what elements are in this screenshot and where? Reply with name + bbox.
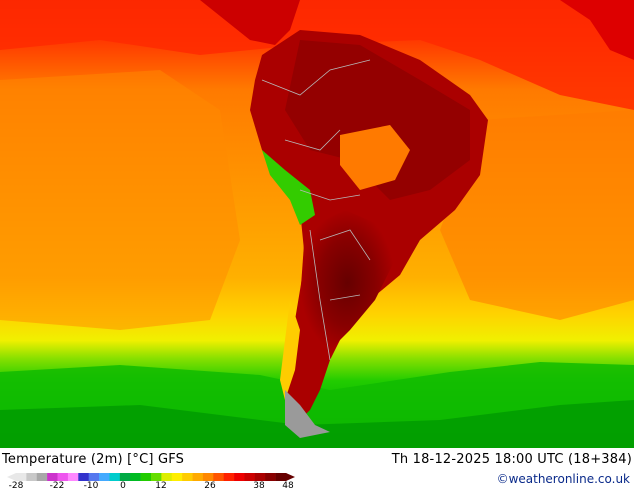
- legend-swatch: [151, 473, 162, 481]
- legend-swatch: [161, 473, 173, 481]
- north-red-band: [0, 0, 634, 110]
- warm-east-pacific: [0, 70, 240, 330]
- legend-tick-label: 26: [204, 481, 216, 491]
- legend-swatch: [99, 473, 110, 481]
- legend-swatch: [57, 473, 69, 481]
- legend-swatch: [140, 473, 152, 481]
- legend-tick-label: 12: [155, 481, 167, 491]
- credit-link[interactable]: ©weatheronline.co.uk: [496, 472, 630, 486]
- legend-tick-label: -28: [8, 481, 24, 491]
- legend-swatch: [67, 473, 79, 481]
- south-dark-green: [0, 400, 634, 448]
- map-title: Temperature (2m) [°C] GFS: [2, 452, 185, 467]
- color-legend: [7, 473, 295, 481]
- legend-swatch: [182, 473, 193, 481]
- legend-swatch: [254, 473, 266, 481]
- legend-swatch: [265, 473, 276, 481]
- legend-tick-label: 48: [282, 481, 294, 491]
- caribbean-land: [560, 0, 634, 60]
- map-datetime: Th 18-12-2025 18:00 UTC (18+384): [391, 452, 632, 467]
- legend-swatch: [223, 473, 235, 481]
- legend-swatch: [192, 473, 204, 481]
- legend-tick-label: -22: [49, 481, 65, 491]
- legend-arrow-right: [286, 473, 295, 481]
- amazon-hot-core: [285, 40, 470, 200]
- legend-swatch: [78, 473, 89, 481]
- andes-cool-strip: [262, 150, 315, 225]
- map-footer: Temperature (2m) [°C] GFS Th 18-12-2025 …: [0, 448, 634, 491]
- legend-swatch: [26, 473, 38, 481]
- legend-tick-label: 0: [120, 481, 126, 491]
- legend-swatch: [47, 473, 58, 481]
- legend-swatch: [88, 473, 100, 481]
- legend-swatch: [275, 473, 287, 481]
- north-america-land: [200, 0, 300, 45]
- legend-tick-label: -10: [83, 481, 99, 491]
- interior-hot-core: [300, 210, 395, 355]
- country-borders: [261, 59, 371, 361]
- legend-swatch: [119, 473, 131, 481]
- temperature-map: [0, 0, 634, 448]
- legend-swatch: [36, 473, 48, 481]
- legend-swatch: [234, 473, 245, 481]
- legend-swatch: [130, 473, 141, 481]
- legend-swatch: [171, 473, 183, 481]
- legend-swatch: [109, 473, 121, 481]
- southern-andes: [280, 300, 300, 400]
- atlantic-warm-zone: [440, 110, 634, 320]
- legend-tick-label: 38: [253, 481, 265, 491]
- legend-swatch: [244, 473, 256, 481]
- central-warm-patch: [340, 125, 410, 190]
- legend-swatch: [213, 473, 224, 481]
- legend-arrow-left: [7, 473, 16, 481]
- legend-swatch: [16, 473, 27, 481]
- legend-swatch: [202, 473, 214, 481]
- patagonia-tip: [285, 390, 330, 438]
